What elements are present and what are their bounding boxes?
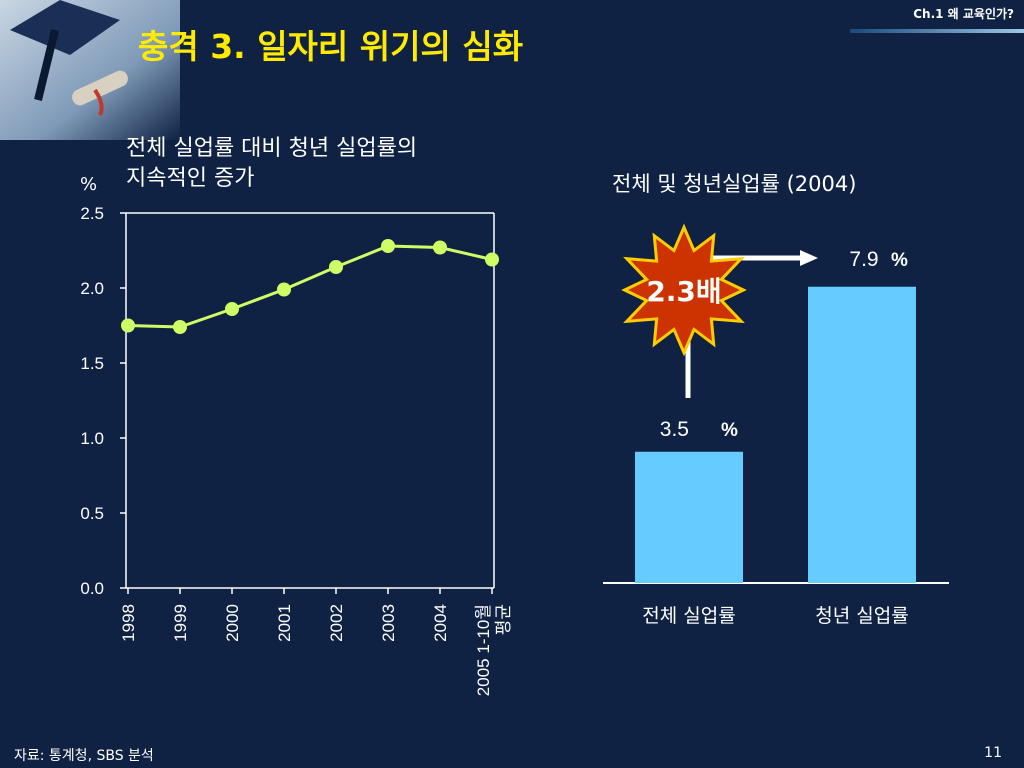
data-point <box>485 252 499 267</box>
x-tick-label: 2002 <box>327 604 346 642</box>
series-line <box>127 244 493 329</box>
data-point <box>433 240 447 255</box>
y-tick-label: 2.0 <box>80 279 104 298</box>
source-note: 자료: 통계청, SBS 분석 <box>14 748 154 764</box>
y-axis-unit: % <box>80 174 98 195</box>
x-tick-label: 2003 <box>379 604 398 642</box>
ratio-arrow-head <box>800 250 818 266</box>
line-chart-title-line2: 지속적인 증가 <box>126 166 255 191</box>
data-point <box>225 302 239 316</box>
y-tick-label: 2.5 <box>80 204 104 223</box>
bar-chart-title: 전체 및 청년실업률 (2004) <box>612 172 857 196</box>
header-rule <box>850 29 1024 33</box>
x-tick-label: 2005 1-10월 <box>474 604 493 696</box>
data-point <box>329 260 343 274</box>
ratio-label: 2.3배 <box>646 275 721 308</box>
x-tick-label: 1999 <box>171 604 190 642</box>
x-tick-label: 2004 <box>431 604 450 642</box>
chapter-label: Ch.1 왜 교육인가? <box>913 7 1014 21</box>
bar-value-label: 7.9 <box>849 248 878 271</box>
data-point <box>381 239 395 253</box>
line-chart-title: 전체 실업률 대비 청년 실업률의 지속적인 증가 <box>126 134 417 194</box>
page-number: 11 <box>984 745 1002 761</box>
x-tick-label: 2001 <box>275 604 294 642</box>
bar-value-unit: % <box>891 250 908 271</box>
x-tick-label: 평균 <box>494 604 513 635</box>
y-tick-label: 1.0 <box>80 429 104 448</box>
bar-value-label: 3.5 <box>660 418 689 441</box>
data-point <box>173 320 187 334</box>
graduation-cap-photo <box>0 0 180 140</box>
y-tick-label: 0.5 <box>80 504 104 523</box>
x-tick-label: 2000 <box>223 604 242 642</box>
bar-value-unit: % <box>721 420 738 441</box>
bar <box>635 451 743 583</box>
bar <box>808 286 916 583</box>
data-point <box>277 282 291 297</box>
y-tick-label: 0.0 <box>80 579 104 598</box>
bar-category-label: 전체 실업률 <box>642 605 735 627</box>
y-tick-label: 1.5 <box>80 354 104 373</box>
data-point <box>121 318 135 333</box>
x-tick-label: 1998 <box>119 604 138 642</box>
bar-category-label: 청년 실업률 <box>815 605 908 627</box>
page-title: 충격 3. 일자리 위기의 심화 <box>138 27 524 66</box>
line-chart-title-line1: 전체 실업률 대비 청년 실업률의 <box>126 136 418 161</box>
ratio-burst <box>621 223 747 357</box>
